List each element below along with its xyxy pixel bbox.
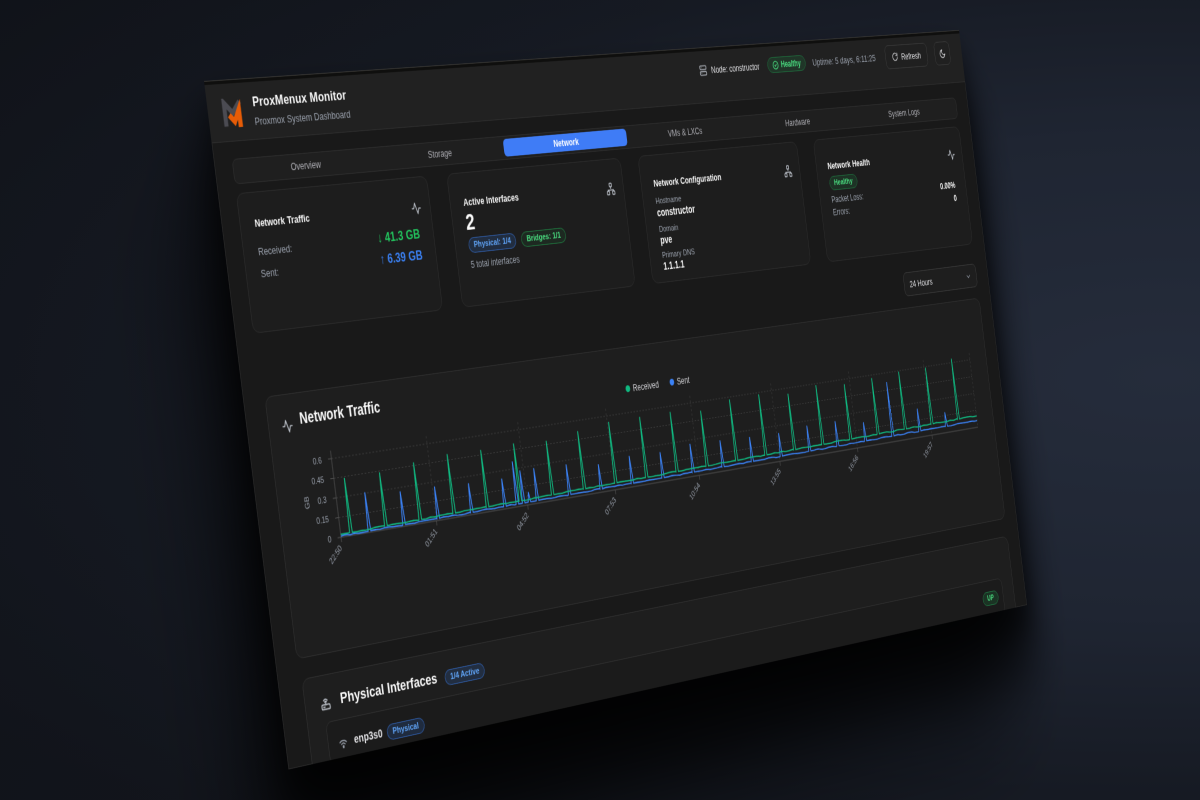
svg-text:0.45: 0.45 [311,475,325,487]
svg-text:04:52: 04:52 [516,510,531,532]
svg-text:0.15: 0.15 [316,515,330,527]
svg-text:19:57: 19:57 [922,440,934,460]
svg-text:GB: GB [303,496,312,510]
svg-text:0.6: 0.6 [312,456,322,467]
svg-text:16:56: 16:56 [847,453,859,474]
svg-text:07:53: 07:53 [604,495,618,517]
svg-text:0.3: 0.3 [317,495,327,506]
svg-text:22:50: 22:50 [328,543,344,566]
svg-text:0: 0 [327,534,332,545]
svg-text:13:55: 13:55 [769,466,782,487]
svg-text:01:51: 01:51 [424,526,439,549]
svg-text:10:54: 10:54 [688,480,702,501]
